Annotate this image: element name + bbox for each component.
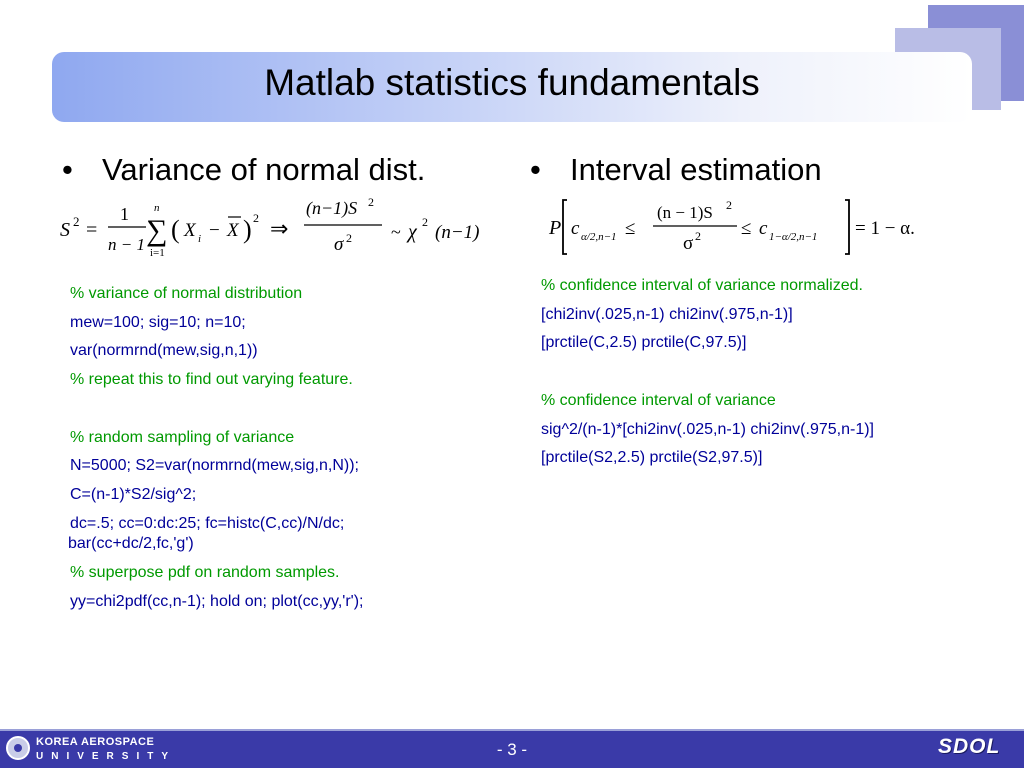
title-bar <box>52 52 972 122</box>
bullet-interval-text: Interval estimation <box>570 152 822 187</box>
interval-formula-svg: P c α/2,n−1 ≤ (n − 1)S 2 σ 2 ≤ c 1−α/2,n… <box>548 198 915 255</box>
brand-logo: SDOL <box>938 735 1001 758</box>
f-chi-arg: (n−1) <box>435 222 479 243</box>
code-line: sig^2/(n-1)*[chi2inv(.025,n-1) chi2inv(.… <box>541 420 874 438</box>
f-nm1: n − 1 <box>108 235 145 254</box>
f-X: X <box>183 220 197 241</box>
right-code-block: % confidence interval of variance normal… <box>541 272 874 473</box>
g-le1: ≤ <box>625 218 635 239</box>
f-sigma: ∑ <box>146 214 167 247</box>
page-number: - 3 - <box>496 740 528 759</box>
g-rhs: = 1 − α. <box>855 218 915 239</box>
f-den: σ <box>334 234 344 255</box>
code-line: bar(cc+dc/2,fc,'g') <box>68 535 194 553</box>
g-den-sup: 2 <box>695 229 701 243</box>
code-comment-line: % confidence interval of variance normal… <box>541 277 863 294</box>
f-num-sup: 2 <box>368 195 374 209</box>
interval-formula: P c α/2,n−1 ≤ (n − 1)S 2 σ 2 ≤ c 1−α/2,n… <box>545 194 935 260</box>
f-sum-bot: i=1 <box>150 247 165 259</box>
code-line: [chi2inv(.025,n-1) chi2inv(.975,n-1)] <box>541 305 793 323</box>
g-c-right-sub: 1−α/2,n−1 <box>769 231 817 243</box>
f-implies: ⇒ <box>270 216 288 241</box>
f-rparen: ) <box>243 215 252 244</box>
f-sub-i: i <box>198 233 201 245</box>
f-lparen: ( <box>171 215 180 244</box>
code-line: dc=.5; cc=0:dc:25; fc=histc(C,cc)/N/dc; <box>70 514 345 532</box>
code-line: yy=chi2pdf(cc,n-1); hold on; plot(cc,yy,… <box>70 592 364 610</box>
university-name-line1: KOREA AEROSPACE <box>36 736 155 748</box>
g-num-sup: 2 <box>726 198 732 212</box>
code-line: [prctile(S2,2.5) prctile(S2,97.5)] <box>541 449 763 467</box>
bullet-variance: • Variance of normal dist. <box>62 152 425 188</box>
code-line: N=5000; S2=var(normrnd(mew,sig,n,N)); <box>70 457 359 475</box>
footer-bar <box>0 731 1024 768</box>
code-line: mew=100; sig=10; n=10; <box>70 313 246 331</box>
left-code-block: % variance of normal distribution mew=100… <box>68 280 364 616</box>
footer-divider <box>0 729 1024 731</box>
code-line: [prctile(C,2.5) prctile(C,97.5)] <box>541 334 747 352</box>
bullet-dot: • <box>62 152 73 187</box>
f-sup2: 2 <box>73 214 80 229</box>
bullet-interval: • Interval estimation <box>530 152 822 188</box>
variance-formula-svg: S 2 = 1 n − 1 n ∑ i=1 ( X i − X ) 2 ⇒ (n… <box>60 195 479 259</box>
code-line: C=(n-1)*S2/sig^2; <box>70 485 197 503</box>
g-den: σ <box>683 233 693 254</box>
f-num: (n−1)S <box>306 198 357 219</box>
code-comment-line: % confidence interval of variance <box>541 391 776 409</box>
bullet-variance-text: Variance of normal dist. <box>102 152 426 187</box>
bullet-dot: • <box>530 152 541 187</box>
g-c-left-sub: α/2,n−1 <box>581 231 617 243</box>
f-chi: χ <box>406 221 418 243</box>
f-tilde: ~ <box>391 222 401 242</box>
g-le2: ≤ <box>741 218 751 239</box>
f-sup2b: 2 <box>253 211 259 225</box>
code-comment-line: % random sampling of variance <box>70 428 295 446</box>
f-S: S <box>60 219 70 241</box>
blank-line <box>70 395 363 424</box>
code-line: var(normrnd(mew,sig,n,1)) <box>70 342 258 360</box>
code-comment-line: % repeat this to find out varying featur… <box>70 371 353 389</box>
f-chi-sup: 2 <box>422 215 428 229</box>
f-minus: − <box>209 220 220 241</box>
f-one: 1 <box>120 204 129 224</box>
variance-formula: S 2 = 1 n − 1 n ∑ i=1 ( X i − X ) 2 ⇒ (n… <box>58 192 498 264</box>
code-comment-line: % variance of normal distribution <box>70 285 303 302</box>
g-c-right: c <box>759 218 768 239</box>
page-title: Matlab statistics fundamentals <box>264 62 760 103</box>
f-eq: = <box>86 219 97 241</box>
f-Xbar: X <box>226 220 240 241</box>
blank-line <box>541 358 874 387</box>
university-emblem-icon <box>6 736 30 760</box>
code-comment-line: % superpose pdf on random samples. <box>70 564 340 582</box>
g-c-left: c <box>571 218 580 239</box>
university-name-line2: UNIVERSITY <box>36 751 177 762</box>
g-num: (n − 1)S <box>657 203 713 222</box>
f-den-sup: 2 <box>346 231 352 245</box>
f-sum-top: n <box>154 202 160 214</box>
g-P: P <box>548 217 561 239</box>
